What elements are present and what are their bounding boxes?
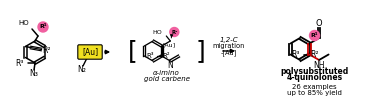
Circle shape — [38, 22, 48, 32]
Text: O: O — [316, 20, 322, 28]
Text: R³: R³ — [291, 50, 299, 59]
Text: [: [ — [128, 39, 138, 63]
Text: [Au]: [Au] — [162, 43, 175, 48]
Text: NH: NH — [313, 61, 325, 69]
Text: gold carbene: gold carbene — [144, 76, 189, 82]
Text: 26 examples: 26 examples — [292, 84, 337, 90]
Text: N₂: N₂ — [77, 66, 87, 74]
Text: -[Au]: -[Au] — [221, 50, 237, 56]
Text: 1,2-C: 1,2-C — [220, 37, 238, 43]
Text: N₃: N₃ — [29, 69, 39, 79]
Text: up to 85% yield: up to 85% yield — [287, 90, 342, 96]
Text: 4-quinolones: 4-quinolones — [287, 74, 342, 82]
Text: R²: R² — [42, 46, 51, 55]
Text: R¹: R¹ — [311, 33, 318, 38]
Text: R³: R³ — [146, 53, 154, 59]
FancyBboxPatch shape — [78, 45, 102, 59]
Text: R²: R² — [310, 50, 319, 59]
Text: HO: HO — [153, 30, 162, 35]
Circle shape — [310, 30, 319, 40]
Text: HO: HO — [19, 20, 29, 26]
Text: R¹: R¹ — [39, 25, 47, 30]
Text: R²: R² — [163, 53, 170, 59]
Text: ]: ] — [195, 39, 205, 63]
Circle shape — [170, 27, 179, 37]
Text: R³: R³ — [15, 58, 24, 67]
Text: polysubstituted: polysubstituted — [280, 67, 349, 77]
Text: R¹: R¹ — [171, 30, 178, 35]
Text: migration: migration — [213, 43, 245, 49]
Text: α-imino: α-imino — [153, 70, 180, 76]
Text: N: N — [167, 61, 173, 71]
Text: [Au]: [Au] — [82, 48, 98, 56]
